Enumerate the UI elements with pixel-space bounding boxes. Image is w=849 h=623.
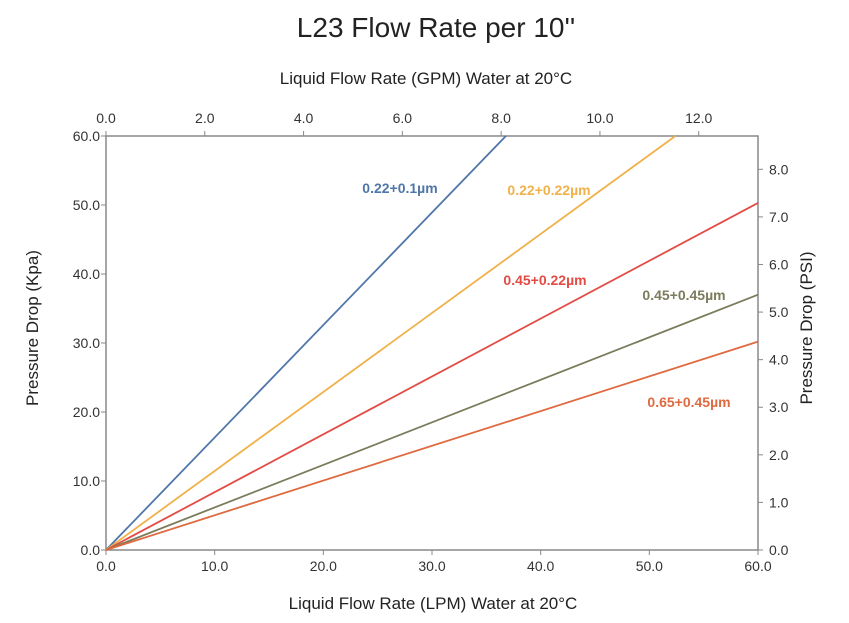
plot-area <box>105 135 759 551</box>
y-axis-title: Pressure Drop (Kpa) <box>23 250 42 406</box>
y2-tick-label: 8.0 <box>769 161 789 177</box>
x-tick-label: 30.0 <box>418 558 445 574</box>
ticks-group: 0.0 10.0 20.0 30.0 40.0 50.0 60.00.0 2.0 4.0 6.0 8… <box>73 110 789 574</box>
y2-tick-label: 2.0 <box>769 447 789 463</box>
y-tick-label: 40.0 <box>73 266 100 282</box>
x2-tick-label: 12.0 <box>685 110 712 126</box>
y2-tick-label: 7.0 <box>769 209 789 225</box>
series-line <box>105 293 759 551</box>
x-tick-label: 0.0 <box>96 558 116 574</box>
y2-axis-title: Pressure Drop (PSI) <box>797 251 816 404</box>
x-axis-title: Liquid Flow Rate (LPM) Water at 20°C <box>289 594 578 613</box>
series-line <box>105 340 759 551</box>
y2-tick-label: 5.0 <box>769 304 789 320</box>
y-tick-label: 0.0 <box>81 542 101 558</box>
y-tick-label: 20.0 <box>73 404 100 420</box>
y2-tick-label: 0.0 <box>769 542 789 558</box>
series-label: 0.65+0.45µm <box>647 394 730 410</box>
series-group <box>105 135 759 551</box>
x-tick-label: 10.0 <box>201 558 228 574</box>
series-line <box>105 135 676 551</box>
series-line <box>105 135 507 551</box>
x2-axis-title: Liquid Flow Rate (GPM) Water at 20°C <box>280 69 572 88</box>
x2-tick-label: 2.0 <box>195 110 215 126</box>
x-tick-label: 60.0 <box>744 558 771 574</box>
y2-tick-label: 6.0 <box>769 256 789 272</box>
x2-tick-label: 10.0 <box>586 110 613 126</box>
x-tick-label: 20.0 <box>310 558 337 574</box>
series-label: 0.45+0.22µm <box>503 272 586 288</box>
y2-tick-label: 1.0 <box>769 494 789 510</box>
series-line <box>105 202 759 551</box>
x-tick-label: 50.0 <box>636 558 663 574</box>
series-label: 0.45+0.45µm <box>642 287 725 303</box>
chart-title: L23 Flow Rate per 10'' <box>297 12 575 43</box>
x2-tick-label: 4.0 <box>294 110 314 126</box>
y-tick-label: 30.0 <box>73 335 100 351</box>
y-tick-label: 60.0 <box>73 128 100 144</box>
series-label: 0.22+0.1µm <box>362 180 437 196</box>
y2-tick-label: 4.0 <box>769 352 789 368</box>
x2-tick-label: 8.0 <box>491 110 511 126</box>
labels-group: 0.22+0.1µm 0.22+0.22µm 0.45+0.22µm 0.45+0.4… <box>362 180 730 410</box>
series-label: 0.22+0.22µm <box>507 182 590 198</box>
y-tick-label: 50.0 <box>73 197 100 213</box>
x2-tick-label: 6.0 <box>393 110 413 126</box>
y-tick-label: 10.0 <box>73 473 100 489</box>
y2-tick-label: 3.0 <box>769 399 789 415</box>
x-tick-label: 40.0 <box>527 558 554 574</box>
x2-tick-label: 0.0 <box>96 110 116 126</box>
